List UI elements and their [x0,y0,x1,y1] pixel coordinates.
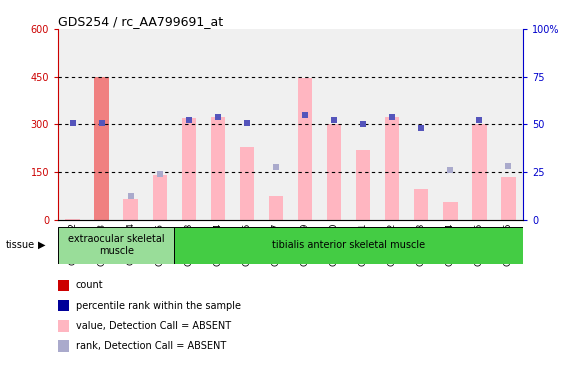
Bar [356,150,371,220]
Bar [152,175,167,220]
Text: GDS254 / rc_AA799691_at: GDS254 / rc_AA799691_at [58,15,223,28]
Bar [472,124,486,220]
Bar [65,219,80,220]
Point [242,120,252,126]
Point [358,122,368,127]
Bar [239,147,254,220]
Point [388,113,397,119]
Point [213,113,223,119]
Bar [58,227,174,264]
Bar [327,124,342,220]
Point [446,168,455,173]
Bar [174,227,523,264]
Point [68,120,77,126]
Point [97,120,106,126]
Text: tissue: tissue [6,240,35,250]
Text: tibialis anterior skeletal muscle: tibialis anterior skeletal muscle [272,240,425,250]
Point [184,117,193,123]
Bar [501,177,516,220]
Text: percentile rank within the sample: percentile rank within the sample [76,300,241,311]
Point [271,164,281,170]
Point [300,112,310,118]
Bar [210,116,225,220]
Point [126,193,135,199]
Bar [94,77,109,220]
Bar [414,190,428,220]
Bar [297,78,313,220]
Point [155,171,164,176]
Text: ▶: ▶ [38,240,45,250]
Text: extraocular skeletal
muscle: extraocular skeletal muscle [68,234,164,256]
Bar [385,116,399,220]
Text: count: count [76,280,103,291]
Bar [123,199,138,220]
Text: rank, Detection Call = ABSENT: rank, Detection Call = ABSENT [76,341,226,351]
Text: value, Detection Call = ABSENT: value, Detection Call = ABSENT [76,321,231,331]
Point [417,125,426,131]
Point [504,163,513,169]
Bar [181,118,196,220]
Point [475,117,484,123]
Bar [443,202,458,220]
Point [329,117,339,123]
Bar [268,196,283,220]
